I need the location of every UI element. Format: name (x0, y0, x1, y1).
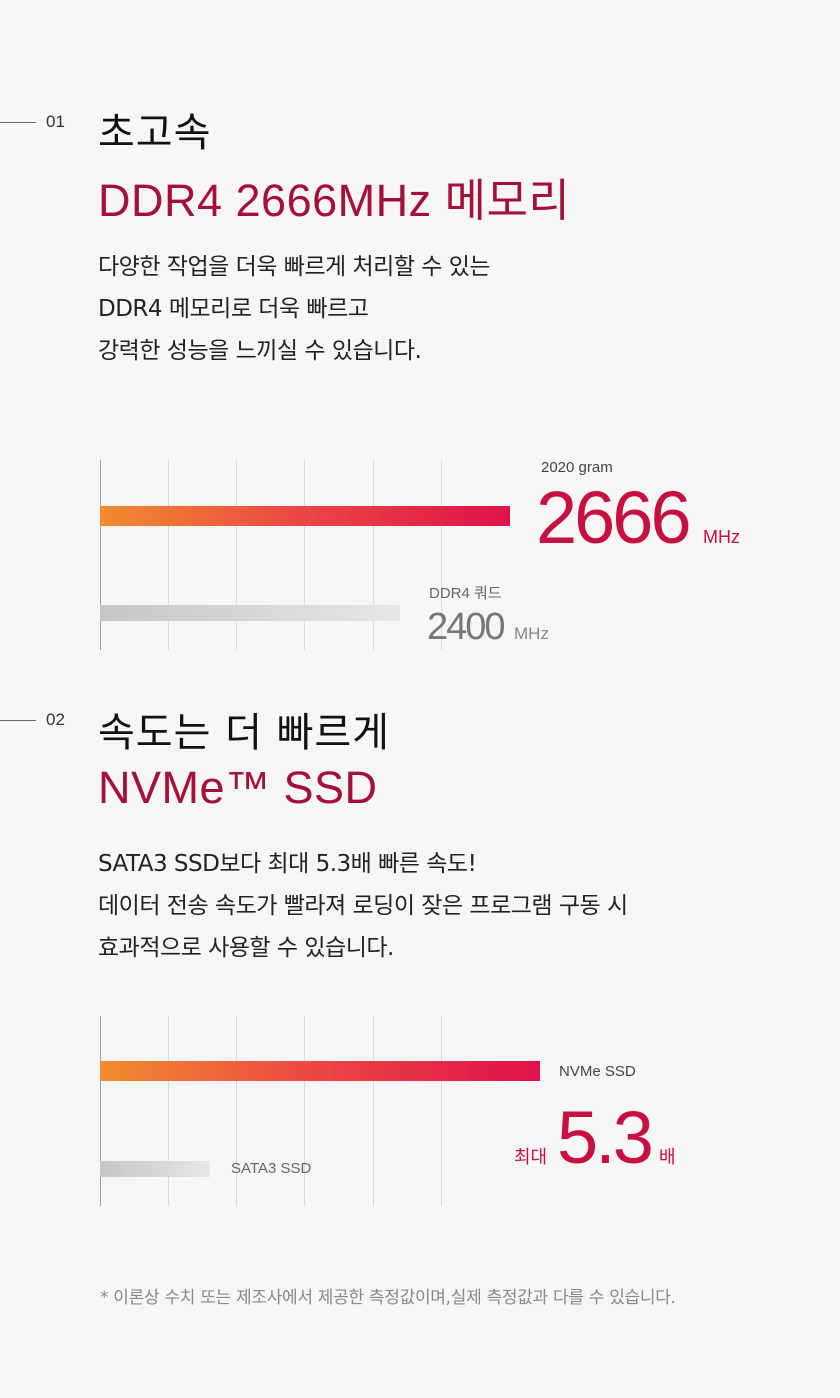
label-sata3-ssd: SATA3 SSD (231, 1160, 312, 1177)
prefix-max: 최대 (514, 1147, 548, 1167)
suffix-times: 배 (659, 1147, 676, 1167)
ssd-speed-chart: NVMe SSD 최대 5.3 배 SATA3 SSD (0, 1016, 840, 1206)
chart-axis (100, 460, 101, 650)
section-2-number: 02 (46, 710, 65, 729)
section-2-description: SATA3 SSD보다 최대 5.3배 빠른 속도! 데이터 전송 속도가 빨라… (98, 843, 628, 969)
value-2400: 2400 (427, 606, 506, 648)
section-1-title: 초고속 (98, 110, 212, 156)
bar-ddr4-quad (100, 605, 400, 621)
chart-gridline (373, 1016, 374, 1206)
section-1-desc-line-1: 다양한 작업을 더욱 빠르게 처리할 수 있는 (98, 254, 491, 280)
chart-gridline (236, 460, 237, 650)
section-1-number-line (0, 122, 36, 123)
chart-gridline (168, 1016, 169, 1206)
label-ddr4-quad: DDR4 쿼드 (429, 585, 502, 602)
chart-gridline (441, 460, 442, 650)
unit-mhz-secondary: MHz (514, 624, 549, 643)
unit-mhz-primary: MHz (703, 527, 740, 547)
section-1-subtitle: DDR4 2666MHz 메모리 (98, 175, 571, 226)
memory-speed-chart: 2020 gram 2666 MHz DDR4 쿼드 2400 MHz (0, 459, 840, 650)
chart-gridline (441, 1016, 442, 1206)
section-2-desc-line-2: 데이터 전송 속도가 빨라져 로딩이 잦은 프로그램 구동 시 (98, 893, 628, 919)
value-5-3: 5.3 (557, 1096, 654, 1179)
section-1-number: 01 (46, 112, 65, 131)
chart-gridline (236, 1016, 237, 1206)
section-2-desc-line-1: SATA3 SSD보다 최대 5.3배 빠른 속도! (98, 851, 477, 877)
chart-gridline (304, 1016, 305, 1206)
section-2-subtitle: NVMe™ SSD (98, 762, 378, 813)
bar-nvme-ssd (100, 1061, 540, 1081)
section-1-desc-line-3: 강력한 성능을 느끼실 수 있습니다. (98, 338, 422, 364)
value-2666: 2666 (536, 476, 692, 559)
chart-gridline (373, 460, 374, 650)
section-2-desc-line-3: 효과적으로 사용할 수 있습니다. (98, 935, 394, 961)
section-2-number-line (0, 720, 36, 721)
section-1-desc-line-2: DDR4 메모리로 더욱 빠르고 (98, 296, 369, 322)
label-nvme-ssd: NVMe SSD (559, 1063, 636, 1080)
chart-gridline (304, 460, 305, 650)
chart-axis (100, 1016, 101, 1206)
section-1-description: 다양한 작업을 더욱 빠르게 처리할 수 있는 DDR4 메모리로 더욱 빠르고… (98, 246, 491, 372)
chart-gridline (168, 460, 169, 650)
bar-sata3-ssd (100, 1161, 210, 1177)
bar-2020-gram (100, 506, 510, 526)
section-2-title: 속도는 더 빠르게 (98, 710, 391, 756)
label-2020-gram: 2020 gram (541, 459, 613, 476)
disclaimer-footnote: * 이론상 수치 또는 제조사에서 제공한 측정값이며,실제 측정값과 다를 수… (100, 1288, 676, 1308)
